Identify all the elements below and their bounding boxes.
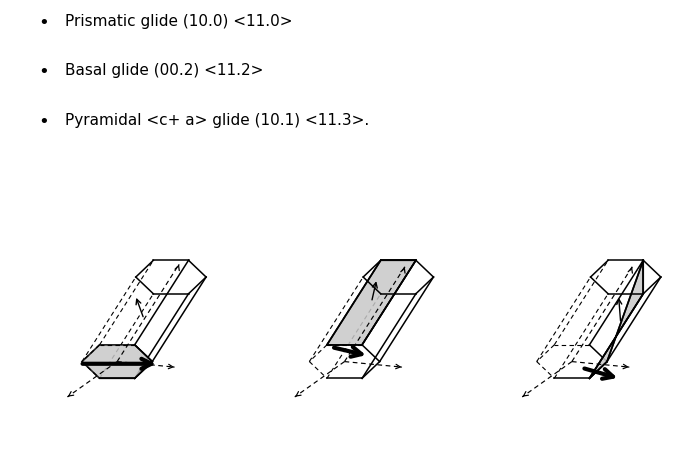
Text: Pyramidal <c+ a> glide (10.1) <11.3>.: Pyramidal <c+ a> glide (10.1) <11.3>. (65, 113, 370, 128)
Text: Basal glide (00.2) <11.2>: Basal glide (00.2) <11.2> (65, 63, 264, 78)
Polygon shape (327, 260, 416, 345)
Polygon shape (82, 345, 152, 378)
Text: Prismatic glide (10.0) <11.0>: Prismatic glide (10.0) <11.0> (65, 14, 293, 28)
Text: •: • (38, 14, 49, 32)
Text: •: • (38, 63, 49, 81)
Polygon shape (589, 260, 644, 378)
Text: •: • (38, 113, 49, 131)
